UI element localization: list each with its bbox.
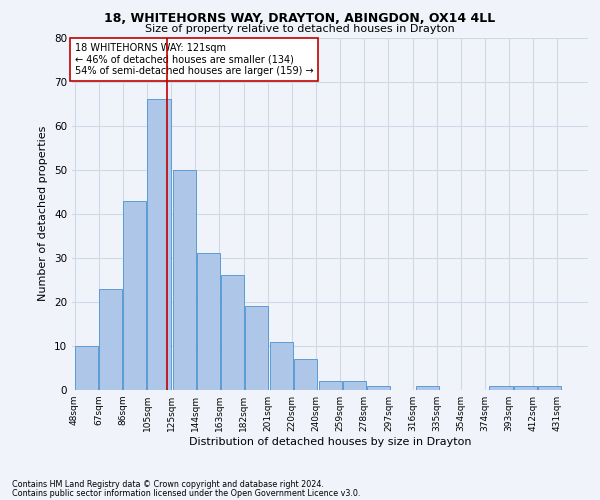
Bar <box>99 288 122 390</box>
Bar <box>245 306 268 390</box>
Text: Size of property relative to detached houses in Drayton: Size of property relative to detached ho… <box>145 24 455 34</box>
Bar <box>148 99 170 390</box>
Bar <box>75 346 98 390</box>
Bar <box>173 170 196 390</box>
Bar <box>367 386 391 390</box>
Bar <box>269 342 293 390</box>
Bar <box>197 254 220 390</box>
Text: Contains public sector information licensed under the Open Government Licence v3: Contains public sector information licen… <box>12 488 361 498</box>
Bar <box>416 386 439 390</box>
Bar <box>319 381 342 390</box>
Bar <box>124 200 146 390</box>
Text: Contains HM Land Registry data © Crown copyright and database right 2024.: Contains HM Land Registry data © Crown c… <box>12 480 324 489</box>
Y-axis label: Number of detached properties: Number of detached properties <box>38 126 49 302</box>
Text: 18, WHITEHORNS WAY, DRAYTON, ABINGDON, OX14 4LL: 18, WHITEHORNS WAY, DRAYTON, ABINGDON, O… <box>104 12 496 26</box>
Bar <box>514 386 536 390</box>
Bar <box>490 386 512 390</box>
Bar <box>343 381 367 390</box>
X-axis label: Distribution of detached houses by size in Drayton: Distribution of detached houses by size … <box>189 437 471 447</box>
Bar <box>293 359 317 390</box>
Bar <box>538 386 561 390</box>
Text: 18 WHITEHORNS WAY: 121sqm
← 46% of detached houses are smaller (134)
54% of semi: 18 WHITEHORNS WAY: 121sqm ← 46% of detac… <box>74 43 313 76</box>
Bar <box>221 276 244 390</box>
